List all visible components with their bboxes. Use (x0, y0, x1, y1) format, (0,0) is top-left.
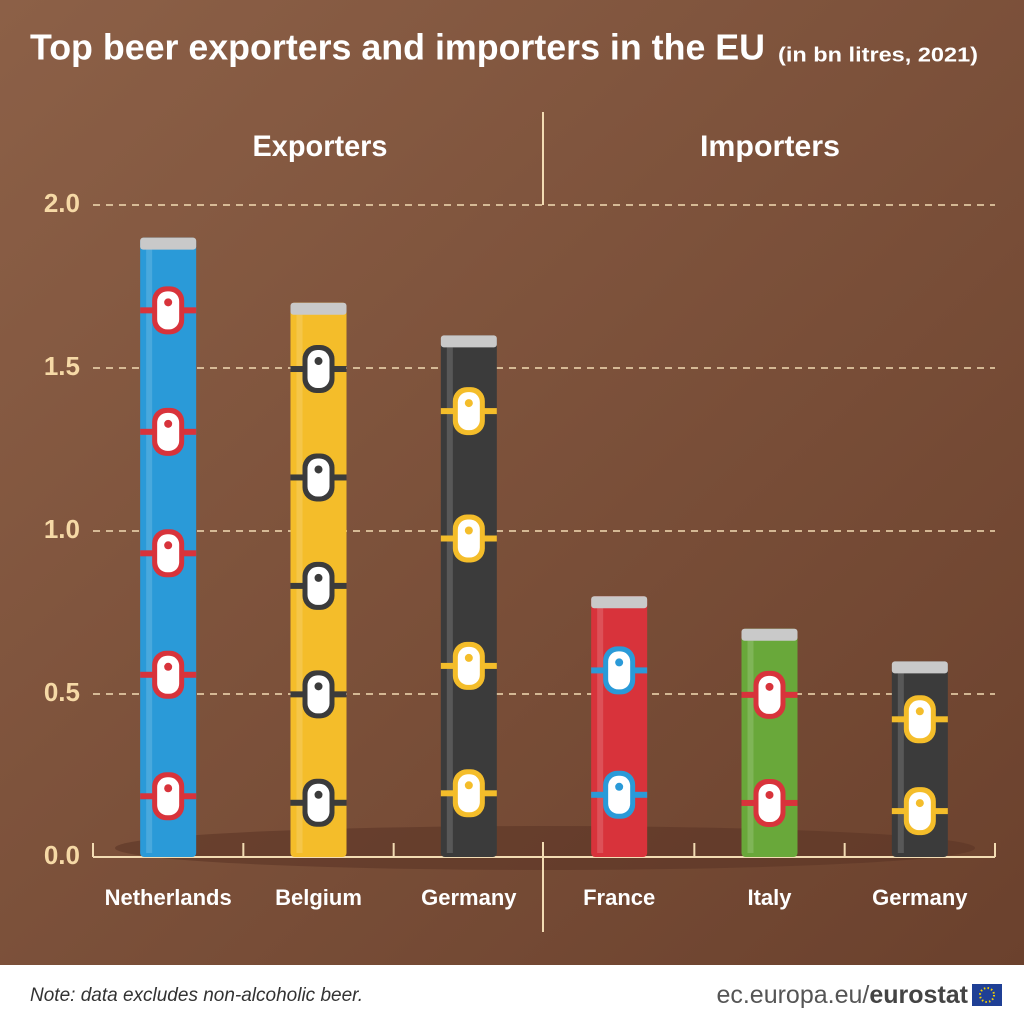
can-lid (591, 596, 648, 609)
can-badge-inner (157, 291, 180, 330)
y-tick-label: 0.5 (44, 677, 80, 707)
y-tick-label: 1.0 (44, 514, 80, 544)
can-star (765, 682, 774, 691)
can-badge-inner (157, 534, 180, 573)
can-star (314, 682, 323, 691)
can-star (464, 399, 473, 408)
can-star (314, 357, 323, 366)
group-label: Exporters (253, 130, 388, 163)
can-badge-inner (307, 566, 330, 605)
note: Note: data excludes non-alcoholic beer. (30, 985, 363, 1006)
can-badge-inner (307, 458, 330, 497)
can-shine (597, 608, 604, 853)
source-brand: eurostat (869, 981, 968, 1009)
can-star (164, 784, 173, 793)
can-lid (290, 302, 347, 315)
can-badge-inner (908, 700, 931, 739)
source: ec.europa.eu/eurostat (716, 981, 968, 1009)
can-star (314, 465, 323, 474)
can-badge-inner (457, 646, 480, 685)
chart-title: Top beer exporters and importers in the … (30, 27, 765, 68)
source-url: ec.europa.eu/ (716, 981, 869, 1009)
can-star (464, 653, 473, 662)
can-star (915, 799, 924, 808)
can-badge-inner (608, 775, 631, 814)
can-star (915, 707, 924, 716)
can-badge-inner (908, 792, 931, 831)
can-star (314, 790, 323, 799)
can-badge-inner (307, 350, 330, 389)
eu-stars (979, 987, 995, 1003)
can-lid (741, 628, 798, 641)
can-star (164, 298, 173, 307)
x-tick-label: France (583, 885, 655, 910)
x-tick-label: Belgium (275, 885, 362, 910)
can-lid (440, 335, 497, 348)
can-badge-inner (307, 675, 330, 714)
can-badge-inner (307, 783, 330, 822)
can-star (615, 658, 624, 667)
chart-subtitle: (in bn litres, 2021) (778, 44, 978, 66)
can-star (314, 573, 323, 582)
x-tick-label: Italy (747, 885, 792, 910)
can-badge-inner (457, 774, 480, 813)
can-star (164, 419, 173, 428)
can-shine (897, 673, 904, 853)
can-badge-inner (157, 412, 180, 451)
can-shine (747, 640, 754, 853)
can-badge-inner (758, 783, 781, 822)
can-shine (446, 347, 453, 853)
can-badge-inner (608, 651, 631, 690)
can-badge-inner (758, 675, 781, 714)
can-star (765, 790, 774, 799)
can-badge-inner (157, 777, 180, 816)
can-badge-inner (457, 519, 480, 558)
can-star (615, 782, 624, 791)
can-badge-inner (157, 655, 180, 694)
x-tick-label: Netherlands (105, 885, 232, 910)
group-label: Importers (700, 130, 840, 163)
footer (0, 965, 1024, 1024)
x-tick-label: Germany (421, 885, 517, 910)
can-star (164, 662, 173, 671)
can-badge-inner (457, 392, 480, 431)
y-tick-label: 2.0 (44, 188, 80, 218)
can-lid (891, 661, 948, 674)
can-star (464, 526, 473, 535)
x-tick-label: Germany (872, 885, 968, 910)
bar (440, 335, 497, 857)
y-tick-label: 0.0 (44, 840, 80, 870)
y-tick-label: 1.5 (44, 351, 80, 381)
eu-flag (972, 984, 1002, 1006)
can-star (164, 541, 173, 550)
can-star (464, 781, 473, 790)
can-lid (140, 237, 197, 250)
